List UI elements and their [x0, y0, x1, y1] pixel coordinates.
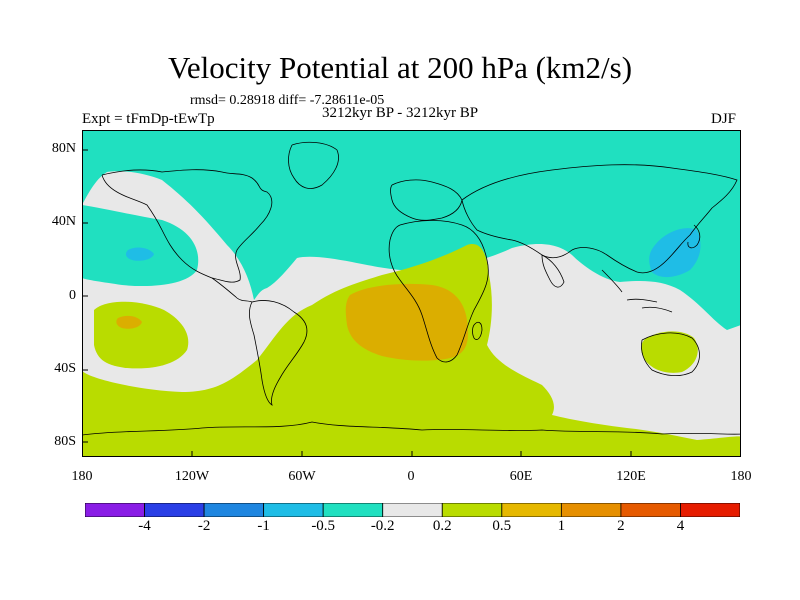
colorbar-label: 0.5	[492, 518, 512, 534]
field-positive-southpacific	[94, 301, 189, 369]
colorbar-swatch	[263, 503, 324, 517]
colorbar-swatch	[620, 503, 681, 517]
stats-label: rmsd= 0.28918 diff= -7.28611e-05	[190, 93, 385, 108]
field-negative-pacific-core	[125, 247, 154, 261]
colorbar-swatch	[144, 503, 205, 517]
colorbar-swatch	[322, 503, 384, 517]
colorbar-label: -4	[138, 518, 151, 534]
colorbar-swatch	[560, 503, 622, 517]
y-label-0: 0	[69, 288, 76, 303]
field-positive-australia	[641, 331, 698, 373]
colorbar-label: -1	[257, 518, 270, 534]
y-label-40n: 40N	[51, 214, 76, 229]
colorbar-label: -0.2	[370, 518, 395, 534]
colorbar-swatch	[382, 503, 443, 517]
coastlines	[82, 141, 741, 436]
period-label: 3212kyr BP - 3212kyr BP	[322, 105, 479, 121]
experiment-label: Expt = tFmDp-tEwTp	[82, 111, 215, 127]
chart-title: Velocity Potential at 200 hPa (km2/s)	[167, 50, 633, 85]
x-label-120w: 120W	[174, 469, 210, 484]
field-positive-southpacific-core	[116, 315, 142, 329]
x-label-0: 0	[407, 469, 415, 484]
x-label-180w: 180	[71, 469, 93, 484]
colorbar-label: -0.5	[311, 518, 336, 534]
x-label-60w: 60W	[288, 469, 316, 484]
velocity-potential-map	[82, 130, 741, 457]
colorbar-label: 1	[557, 518, 566, 534]
colorbar-swatch	[680, 503, 740, 517]
colorbar-label: 2	[617, 518, 625, 534]
colorbar-swatch	[203, 503, 265, 517]
colorbar-swatch	[441, 503, 503, 517]
x-label-60e: 60E	[509, 469, 533, 484]
y-label-80n: 80N	[51, 141, 76, 156]
colorbar-swatch	[85, 503, 145, 517]
colorbar-label: -2	[197, 518, 211, 534]
x-label-180e: 180	[730, 469, 752, 484]
axis-ticks	[82, 149, 632, 457]
field-positive-africa-core	[345, 283, 469, 361]
colorbar-label: 4	[676, 518, 685, 534]
y-label-40s: 40S	[54, 361, 76, 376]
season-label: DJF	[711, 111, 737, 127]
y-label-80s: 80S	[54, 434, 76, 449]
colorbar	[85, 503, 740, 517]
colorbar-label: 0.2	[432, 518, 452, 534]
field-negative-pacific	[82, 205, 199, 287]
colorbar-swatch	[501, 503, 562, 517]
x-label-120e: 120E	[616, 469, 646, 484]
field-negative-north	[82, 130, 741, 330]
